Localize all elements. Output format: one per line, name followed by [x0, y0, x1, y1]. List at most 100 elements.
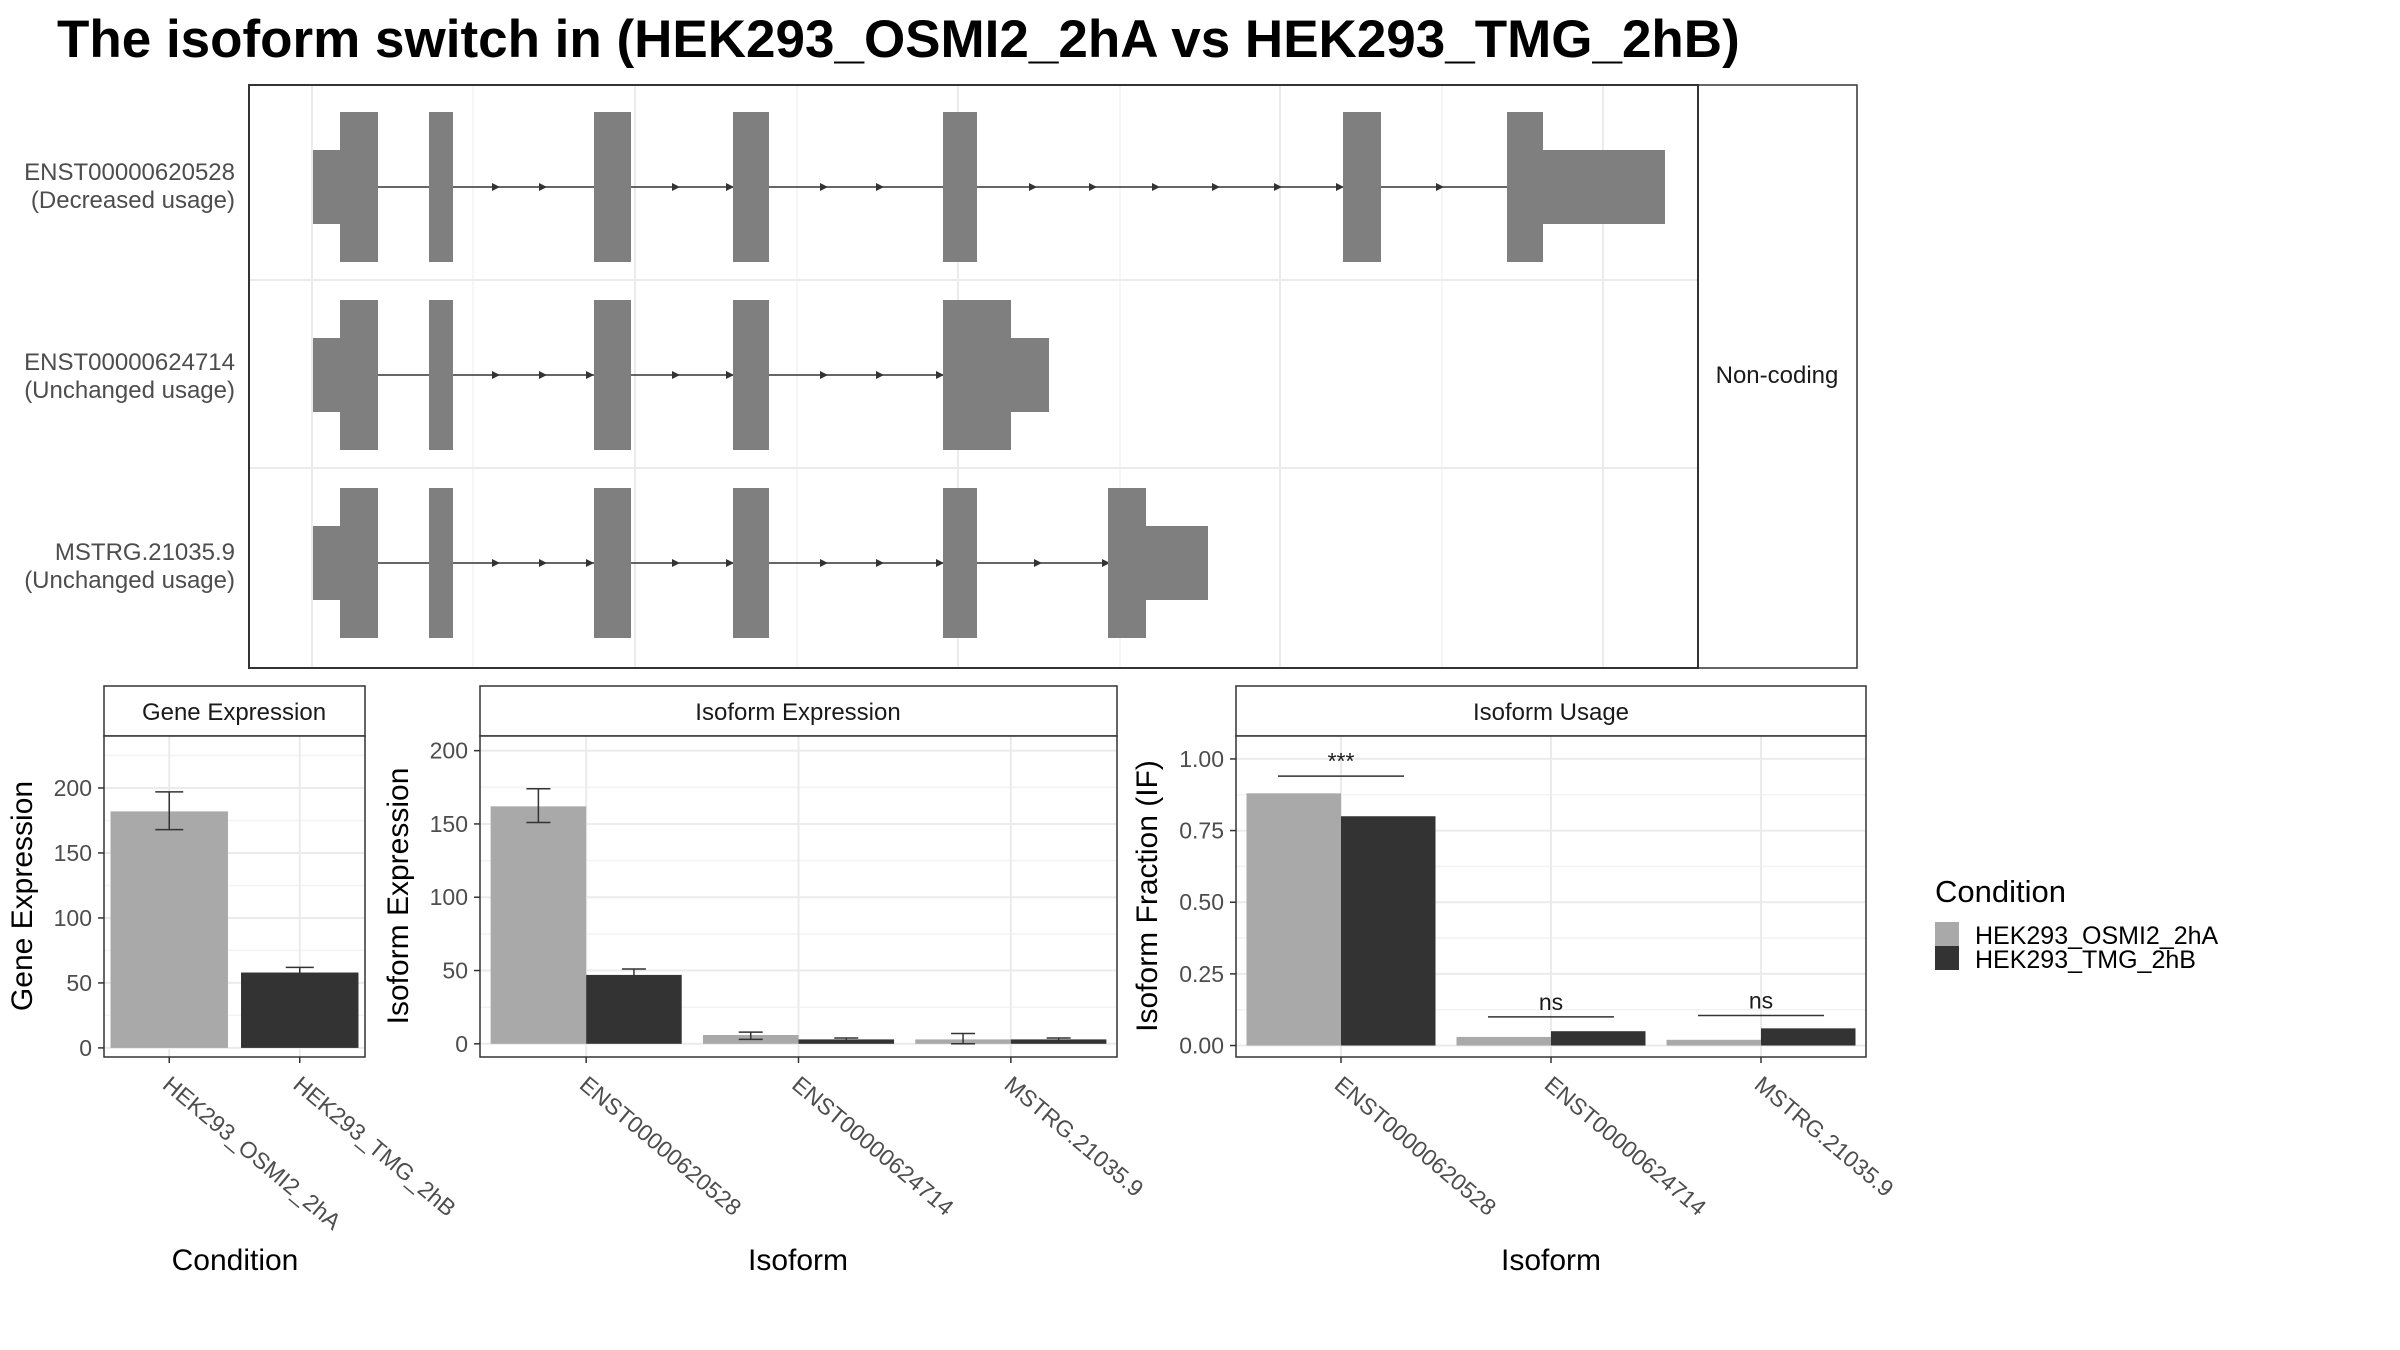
isoform-expression-panel: Isoform Expression 0 50 100 150 200 ENST00000…: [382, 685, 1149, 1277]
strand-arrow: [820, 559, 828, 567]
x-tick-label: ENST00000624714: [1540, 1071, 1712, 1221]
strand-arrow: [726, 559, 734, 567]
exon-block: [429, 112, 453, 262]
strand-arrow: [1336, 183, 1344, 191]
strand-arrow: [492, 559, 500, 567]
strand-arrow: [586, 559, 594, 567]
y-tick-label: 0: [79, 1035, 92, 1061]
significance-label: ns: [1539, 989, 1563, 1015]
transcript-label-id: ENST00000624714: [24, 349, 235, 376]
strand-arrow: [936, 371, 944, 379]
x-axis-title: Isoform: [1501, 1244, 1601, 1277]
transcript-track: [313, 112, 1665, 262]
legend-label: HEK293_OSMI2_2hA: [1975, 922, 2219, 950]
significance-label: ***: [1328, 748, 1355, 774]
y-tick-label: 0.75: [1179, 818, 1224, 844]
strand-arrow: [876, 183, 884, 191]
bar: [1761, 1028, 1856, 1046]
strand-arrow: [820, 371, 828, 379]
structure-tracks: [313, 112, 1665, 638]
y-tick-label: 0: [455, 1031, 468, 1057]
y-tick-label: 0.50: [1179, 889, 1224, 915]
utr-exon-block: [1146, 526, 1208, 600]
x-tick-label: ENST00000620528: [575, 1071, 747, 1221]
strand-arrow: [726, 183, 734, 191]
transcript-label-id: ENST00000620528: [24, 159, 235, 186]
y-tick-label: 150: [54, 840, 92, 866]
error-bar: [285, 966, 314, 978]
bar: [1246, 793, 1341, 1046]
strand-arrow: [672, 371, 680, 379]
panel-strip-label: Isoform Expression: [695, 699, 900, 726]
bar: [241, 972, 359, 1048]
utr-exon-block: [1011, 338, 1049, 412]
transcript-structure-panel: Non-coding ENST00000620528 (Decreased us…: [24, 84, 1858, 669]
strand-arrow: [1212, 183, 1220, 191]
panel-border: [103, 735, 366, 1058]
y-axis-title: Isoform Fraction (IF): [1131, 760, 1164, 1032]
panel-strip-label: Gene Expression: [142, 699, 326, 726]
legend-key-condition-b: [1935, 946, 1959, 970]
exon-block: [429, 488, 453, 638]
bar: [586, 974, 682, 1044]
exon-block: [594, 112, 631, 262]
strand-arrow: [876, 371, 884, 379]
strand-arrow: [936, 559, 944, 567]
y-tick-label: 200: [54, 775, 92, 801]
exon-block: [943, 112, 977, 262]
strand-arrow: [726, 371, 734, 379]
strand-arrow: [586, 371, 594, 379]
exon-block: [943, 488, 977, 638]
y-tick-label: 50: [442, 958, 468, 984]
error-bar: [738, 1031, 763, 1041]
exon-block: [429, 300, 453, 450]
x-axis-title: Condition: [172, 1244, 299, 1277]
transcript-label-usage: (Unchanged usage): [24, 567, 235, 594]
x-tick-label: MSTRG.21035.9: [1000, 1071, 1149, 1202]
strand-arrow: [876, 559, 884, 567]
exon-block: [340, 300, 378, 450]
exon-block: [594, 488, 631, 638]
x-tick-label: MSTRG.21035.9: [1750, 1071, 1899, 1202]
legend: Condition HEK293_OSMI2_2hA HEK293_TMG_2h…: [1935, 874, 2219, 974]
legend-title: Condition: [1935, 874, 2066, 909]
strand-arrow: [539, 559, 547, 567]
legend-key-condition-a: [1935, 922, 1959, 946]
exon-block: [1108, 488, 1146, 638]
strand-arrow: [1029, 183, 1037, 191]
exon-block: [733, 112, 769, 262]
strand-arrow: [539, 183, 547, 191]
strand-arrow: [1436, 183, 1444, 191]
strand-arrow: [820, 183, 828, 191]
y-tick-label: 0.25: [1179, 961, 1224, 987]
error-bar: [155, 791, 184, 831]
isoform-usage-plot: 0.00 0.25 0.50 0.75 1.00 *** ns ns ENST000006205…: [1179, 736, 1899, 1221]
panel-border: [1235, 735, 1867, 1058]
panel-strip: [1235, 685, 1867, 737]
transcript-track: [313, 488, 1208, 638]
significance-label: ns: [1749, 987, 1773, 1013]
strand-arrow: [1102, 559, 1110, 567]
transcript-label-usage: (Unchanged usage): [24, 377, 235, 404]
structure-strip-label: Non-coding: [1716, 362, 1839, 389]
utr-exon-block: [1543, 150, 1665, 224]
exon-block: [943, 300, 1011, 450]
bar: [490, 806, 587, 1044]
strand-arrow: [1034, 559, 1042, 567]
strand-arrow: [1274, 183, 1282, 191]
isoform-usage-panel: Isoform Usage 0.00 0.25 0.50 0.75 1.00 *** ns n…: [1131, 685, 1899, 1277]
utr-exon-block: [313, 150, 340, 224]
y-axis-title: Gene Expression: [6, 781, 39, 1011]
x-axis-title: Isoform: [748, 1244, 848, 1277]
bar: [1341, 816, 1436, 1046]
error-bar: [834, 1037, 859, 1042]
exon-block: [733, 300, 769, 450]
exon-block: [594, 300, 631, 450]
exon-block: [1343, 112, 1381, 262]
y-tick-label: 150: [430, 811, 468, 837]
y-tick-label: 100: [430, 884, 468, 910]
strand-arrow: [672, 559, 680, 567]
utr-exon-block: [313, 338, 340, 412]
transcript-label-id: MSTRG.21035.9: [55, 539, 235, 566]
